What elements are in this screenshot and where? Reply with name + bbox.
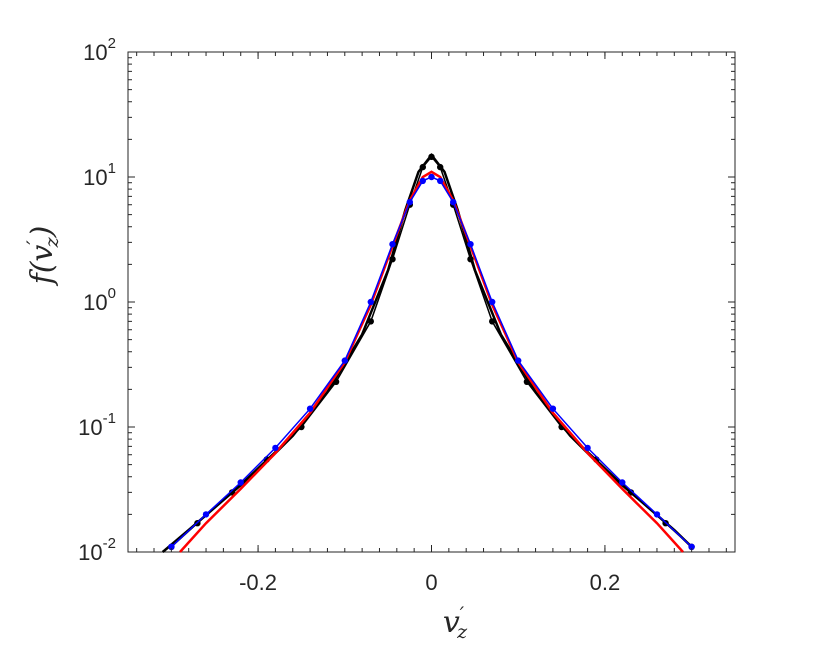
- series-1-point-13: [467, 256, 474, 263]
- series-3-point-10: [428, 173, 435, 181]
- series-1-point-14: [489, 318, 496, 325]
- series-3-point-16: [549, 405, 557, 412]
- x-tick-label-0: -0.2: [239, 570, 277, 595]
- plot-area: [127, 51, 736, 553]
- series-1-point-10: [428, 153, 435, 160]
- series-1-point-6: [367, 318, 374, 325]
- series-3-point-19: [653, 511, 661, 518]
- y-tick-label-4: 102: [83, 35, 116, 65]
- series-3-point-2: [237, 479, 244, 486]
- series-3-point-15: [515, 357, 522, 364]
- series-1-point-18: [627, 489, 635, 496]
- series-line-2: [179, 170, 684, 553]
- series-3-point-11: [437, 177, 444, 185]
- series-3-point-13: [467, 241, 474, 248]
- y-tick-label-0: 10-2: [78, 535, 116, 565]
- series-3-point-5: [341, 357, 348, 364]
- series-3-point-14: [489, 298, 496, 306]
- series-layer: [161, 152, 695, 553]
- series-3-point-17: [584, 444, 591, 452]
- series-1-point-2: [228, 489, 236, 496]
- series-3-point-0: [168, 543, 175, 550]
- x-tick-label-1: 0: [425, 570, 437, 595]
- x-tick-label-2: 0.2: [590, 570, 621, 595]
- ticks-layer: -0.2 0 0.2 10-2 10-1 100 101 102: [78, 35, 735, 595]
- series-3-point-18: [619, 479, 626, 486]
- labels-layer: v′ z f(v′z): [23, 226, 468, 643]
- series-1-point-9: [419, 163, 426, 171]
- series-1-point-5: [332, 378, 340, 385]
- y-axis-label: f(v′z): [23, 226, 63, 287]
- y-tick-label-3: 101: [83, 160, 116, 190]
- series-3-point-1: [202, 511, 210, 518]
- series-3-point-20: [688, 543, 695, 550]
- series-1-point-7: [389, 256, 396, 263]
- series-3-point-9: [419, 177, 426, 185]
- series-3-point-3: [272, 444, 279, 452]
- series-3-point-12: [450, 198, 457, 206]
- y-tick-label-2: 100: [83, 285, 116, 315]
- series-3-point-4: [306, 405, 314, 412]
- x-axis-label: v′ z: [443, 603, 468, 643]
- series-3-point-7: [389, 241, 396, 248]
- series-1-point-15: [523, 378, 531, 385]
- y-tick-label-1: 10-1: [78, 410, 116, 440]
- series-3-point-6: [367, 298, 374, 306]
- series-3-point-8: [406, 198, 413, 206]
- series-1-point-11: [437, 163, 444, 171]
